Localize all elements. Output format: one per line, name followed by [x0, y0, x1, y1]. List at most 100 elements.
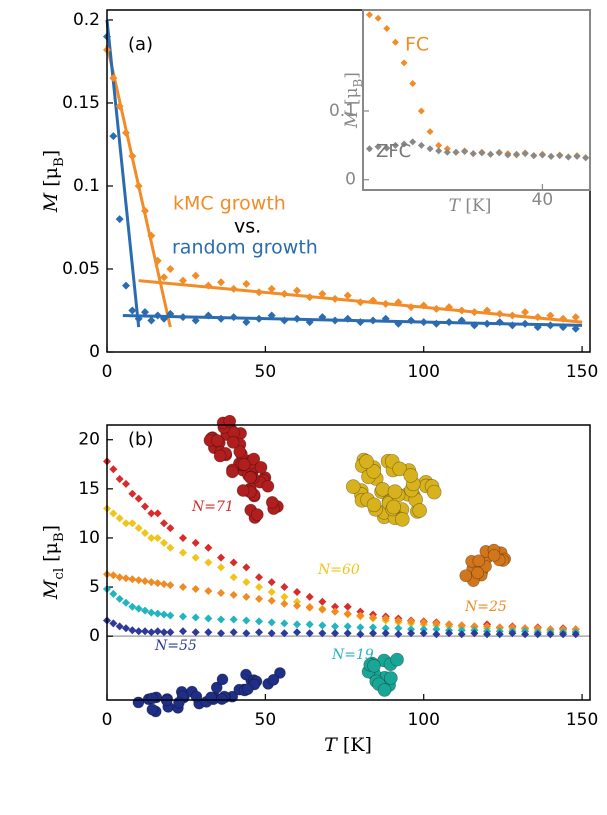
point — [122, 479, 131, 488]
atom — [240, 668, 252, 681]
point — [356, 623, 365, 632]
point — [217, 314, 226, 323]
point — [293, 628, 302, 637]
point — [280, 629, 289, 638]
point — [179, 583, 188, 592]
point — [229, 558, 238, 567]
point — [417, 107, 425, 115]
atom — [366, 497, 382, 513]
point — [217, 553, 226, 562]
point — [432, 304, 441, 313]
point — [191, 316, 200, 325]
point — [141, 577, 150, 586]
atom — [487, 548, 501, 562]
atom — [210, 681, 223, 694]
point — [533, 313, 542, 322]
point — [504, 151, 512, 159]
point — [160, 538, 169, 547]
point — [242, 318, 251, 327]
point — [318, 605, 327, 614]
point — [147, 628, 156, 637]
point — [452, 148, 460, 156]
point — [267, 629, 276, 638]
point — [331, 602, 340, 611]
point — [343, 629, 352, 638]
point — [573, 152, 581, 160]
point — [419, 301, 428, 310]
point — [409, 80, 417, 88]
point — [128, 489, 137, 498]
point — [191, 271, 200, 280]
axes-frame — [106, 424, 591, 701]
point — [128, 626, 137, 635]
point — [470, 321, 479, 330]
point — [547, 152, 555, 160]
atom — [426, 484, 442, 500]
point — [356, 630, 365, 639]
atom — [210, 434, 224, 447]
point — [461, 148, 469, 156]
y-tick-label: 20 — [78, 430, 100, 450]
point — [343, 602, 352, 611]
point — [115, 475, 124, 484]
atom — [173, 696, 185, 709]
y-axis-label: M [μB] — [40, 150, 67, 213]
atom — [241, 683, 254, 695]
point — [457, 621, 466, 630]
point — [374, 143, 382, 151]
point — [432, 630, 441, 639]
point — [229, 313, 238, 322]
label-part: T — [449, 196, 462, 216]
point — [445, 620, 454, 629]
point — [381, 629, 390, 638]
point — [229, 628, 238, 637]
atom — [377, 683, 392, 697]
point — [435, 147, 443, 155]
point — [255, 594, 264, 603]
point — [508, 629, 517, 638]
point — [318, 289, 327, 298]
point — [147, 509, 156, 518]
point — [153, 311, 162, 320]
point — [280, 316, 289, 325]
cluster-image — [203, 414, 284, 524]
point — [115, 594, 124, 603]
point — [153, 609, 162, 618]
label-part: ] — [40, 150, 62, 157]
point — [141, 308, 150, 317]
atom — [394, 512, 410, 527]
atom — [213, 449, 227, 463]
point — [109, 589, 118, 598]
point — [457, 316, 466, 325]
point — [109, 619, 118, 628]
x-tick-label: 0 — [102, 362, 113, 382]
point — [122, 281, 131, 290]
point — [556, 152, 564, 160]
point — [267, 311, 276, 320]
point — [217, 588, 226, 597]
point — [356, 298, 365, 307]
point — [508, 321, 517, 330]
point — [445, 629, 454, 638]
point — [267, 578, 276, 587]
y-tick-label: 0 — [345, 170, 356, 190]
atom — [146, 692, 159, 705]
atom — [223, 414, 237, 428]
point — [166, 611, 175, 620]
point — [318, 621, 327, 630]
point — [147, 578, 156, 587]
point — [407, 617, 416, 626]
point — [546, 311, 555, 320]
point — [128, 152, 137, 161]
point — [381, 299, 390, 308]
series-label: N=19 — [331, 647, 374, 663]
fit-line — [105, 19, 141, 328]
y-tick-label: 15 — [78, 479, 100, 499]
y-tick-label: 0.15 — [62, 93, 100, 113]
point — [255, 583, 264, 592]
annotation: kMC growth — [173, 193, 286, 215]
point — [470, 308, 479, 317]
point — [435, 141, 443, 149]
point — [255, 573, 264, 582]
x-tick-label: 150 — [566, 710, 598, 730]
